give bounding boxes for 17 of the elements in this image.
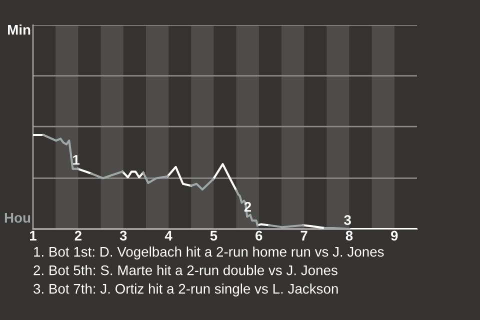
x-tick-label: 4 [164,230,172,240]
x-tick-label: 8 [346,230,353,241]
text: 1. Bot 1st: D. Vogelbach hit a 2-run home run vs J. Jones [34,246,384,260]
text: 3. Bot 7th: J. Ortiz hit a 2-run single vs L. Jackson [34,284,338,296]
annotation: 2 [244,202,252,212]
x-tick-label: 2 [74,230,82,240]
annotation: 1 [73,155,80,165]
x-tick-label: 7 [300,230,308,240]
x-tick-label: 5 [210,230,218,241]
text: Min [8,24,30,35]
x-tick-label: 9 [391,230,398,241]
annotation: 3 [344,215,351,225]
text: Hou [4,213,30,223]
x-tick-label: 1 [30,230,36,240]
x-tick-label: 3 [120,230,127,241]
text: 2. Bot 5th: S. Marte hit a 2-run double vs J. Jones [34,265,338,276]
x-tick-label: 6 [256,230,262,241]
